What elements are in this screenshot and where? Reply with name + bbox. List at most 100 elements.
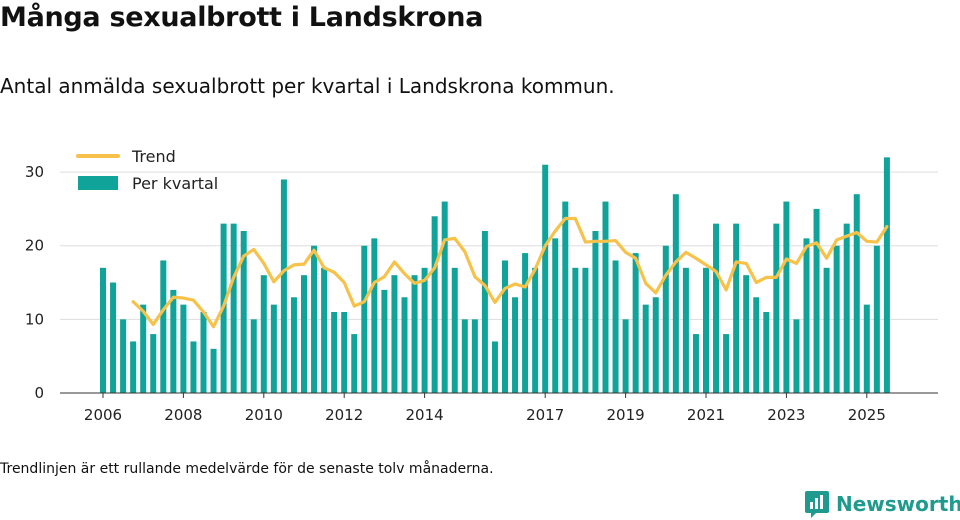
bar xyxy=(451,267,458,393)
bar xyxy=(341,312,348,393)
y-tick-label: 0 xyxy=(34,384,44,402)
bar xyxy=(692,334,699,393)
bar xyxy=(351,334,358,393)
footnote: Trendlinjen är ett rullande medelvärde f… xyxy=(0,461,494,477)
bar xyxy=(270,304,277,393)
bar xyxy=(110,282,117,393)
bar xyxy=(823,267,830,393)
x-tick-label: 2023 xyxy=(767,406,805,424)
bar xyxy=(622,319,629,393)
bar xyxy=(461,319,468,393)
x-tick-label: 2021 xyxy=(687,406,725,424)
x-tick-label: 2017 xyxy=(526,406,564,424)
bar xyxy=(813,208,820,393)
bar xyxy=(703,267,709,393)
trend-line xyxy=(131,216,889,329)
bar xyxy=(883,157,890,393)
bar xyxy=(391,275,398,393)
bar xyxy=(522,253,529,393)
chart-subtitle: Antal anmälda sexualbrott per kvartal i … xyxy=(0,74,615,98)
bar xyxy=(662,245,669,393)
bar xyxy=(803,238,810,393)
bar xyxy=(612,260,619,393)
bar xyxy=(130,341,137,393)
bar xyxy=(773,223,780,393)
bar-series xyxy=(100,157,890,393)
bar xyxy=(733,223,740,393)
legend-bar-swatch xyxy=(78,176,118,190)
bar xyxy=(562,201,569,393)
y-tick-label: 10 xyxy=(25,310,44,328)
chart-title: Många sexualbrott i Landskrona xyxy=(0,2,484,33)
bar xyxy=(100,267,106,393)
bar xyxy=(743,275,750,393)
y-tick-label: 30 xyxy=(25,163,44,181)
bar xyxy=(592,231,599,393)
bar xyxy=(381,289,388,393)
bar xyxy=(783,201,790,393)
bar xyxy=(230,223,237,393)
x-tick-label: 2010 xyxy=(245,406,283,424)
bar xyxy=(863,304,870,393)
brand-logo: Newsworthy xyxy=(804,488,960,520)
bar xyxy=(753,297,760,393)
bar xyxy=(682,267,689,393)
bar xyxy=(431,216,438,393)
bar xyxy=(572,267,579,393)
y-tick-label: 20 xyxy=(25,237,44,255)
bar xyxy=(250,319,257,393)
bar xyxy=(853,194,860,393)
bar xyxy=(582,267,589,393)
bar xyxy=(471,319,478,393)
bar xyxy=(843,223,850,393)
bar xyxy=(260,275,267,393)
bar xyxy=(361,245,368,393)
bar xyxy=(502,260,508,393)
legend: Trend Per kvartal xyxy=(76,147,218,193)
bar xyxy=(532,267,539,393)
bar xyxy=(371,238,378,393)
bar xyxy=(512,297,519,393)
bar xyxy=(210,348,217,393)
bar xyxy=(491,341,498,393)
bar xyxy=(150,334,157,393)
brand-name: Newsworthy xyxy=(836,492,960,516)
bar xyxy=(632,253,639,393)
y-axis-labels: 0 10 20 30 xyxy=(25,163,44,402)
x-axis: 2006 2008 2010 2012 2014 2017 2019 2021 2023 2025 xyxy=(60,392,938,424)
bar xyxy=(331,312,338,393)
x-tick-label: 2014 xyxy=(406,406,444,424)
bar xyxy=(290,297,297,393)
bar xyxy=(411,275,418,393)
bar xyxy=(280,179,287,393)
bar xyxy=(642,304,649,393)
legend-bar-label: Per kvartal xyxy=(132,174,218,193)
bar xyxy=(763,312,770,393)
bar xyxy=(321,267,328,393)
bar xyxy=(833,245,840,393)
bar xyxy=(311,245,318,393)
bar xyxy=(180,304,187,393)
bar xyxy=(552,238,559,393)
bar xyxy=(873,245,880,393)
bar xyxy=(190,341,197,393)
x-tick-label: 2012 xyxy=(325,406,363,424)
bar xyxy=(602,201,609,393)
bar xyxy=(200,312,207,393)
bar xyxy=(723,334,730,393)
x-tick-label: 2025 xyxy=(848,406,886,424)
x-tick-label: 2019 xyxy=(607,406,645,424)
chart-area: 0 10 20 30 2006 2008 2010 2012 2014 2017 2019 2021… xyxy=(25,147,938,424)
bar xyxy=(713,223,720,393)
bar xyxy=(120,319,127,393)
bar xyxy=(441,201,448,393)
bar xyxy=(140,304,147,393)
bar xyxy=(401,297,408,393)
bar xyxy=(542,164,549,393)
trend-series xyxy=(131,216,889,329)
bar xyxy=(240,231,247,393)
legend-trend-label: Trend xyxy=(131,147,176,166)
bar xyxy=(160,260,167,393)
bar xyxy=(793,319,800,393)
bar xyxy=(672,194,679,393)
